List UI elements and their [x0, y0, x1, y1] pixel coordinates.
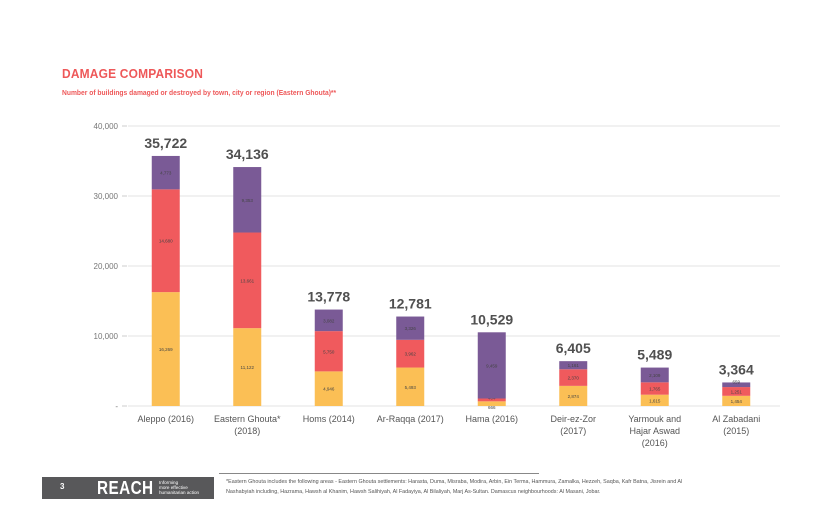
y-tick-label: 40,000	[94, 122, 119, 131]
bar-segment	[640, 367, 669, 383]
y-tick-label: 10,000	[94, 332, 119, 341]
bar-segment	[233, 167, 262, 233]
bar-segment-label: 5,750	[323, 349, 335, 354]
bar-total-label: 13,778	[307, 289, 350, 305]
bar-segment-label: 3,082	[323, 318, 335, 323]
bar-segment	[559, 385, 588, 406]
x-tick-label: (2015)	[723, 426, 749, 436]
reach-tagline: Informing more effective humanitarian ac…	[159, 480, 200, 495]
bar-total-label: 10,529	[470, 311, 513, 327]
x-tick-label: Homs (2014)	[303, 414, 355, 424]
bar-segment	[233, 232, 262, 329]
bar-segment-label: 3,326	[405, 326, 417, 331]
reach-logo: REACH	[97, 478, 154, 498]
y-tick-label: -	[115, 402, 118, 411]
x-tick-label: Hajar Aswad	[629, 426, 680, 436]
bar-segment	[640, 394, 669, 406]
bar-total-label: 12,781	[389, 296, 432, 312]
bar-segment-label: 3,962	[405, 352, 417, 357]
bar-segment-label: 666	[488, 405, 496, 410]
gridlines	[128, 125, 780, 407]
bar-segment	[722, 382, 751, 388]
y-tick-label: 30,000	[94, 192, 119, 201]
page-number: 3	[60, 482, 65, 491]
bar-segment-label: 1,251	[731, 389, 743, 394]
x-tick-label: Ar-Raqqa (2017)	[377, 414, 444, 424]
x-axis: Aleppo (2016) Eastern Ghouta* (2018) Homs (…	[137, 414, 760, 448]
footer-bar: 3 REACH Informing more effective humanit…	[42, 477, 214, 499]
bar-segment-label: 1,454	[731, 399, 743, 404]
bar-total-label: 35,722	[144, 135, 187, 151]
bar-segment	[396, 367, 425, 406]
y-tick-label: 20,000	[94, 262, 119, 271]
bar-segment	[314, 371, 343, 406]
footnote: *Eastern Ghouta includes the following a…	[226, 479, 683, 495]
bar-segment	[640, 382, 669, 395]
bar-segment	[314, 309, 343, 332]
footnote-divider	[219, 473, 539, 474]
stacked-bar-chart: - 10,000 20,000 30,000 40,000 16,269 14,680 4,…	[94, 122, 780, 448]
bar-segment	[151, 155, 180, 190]
bar-segment	[477, 401, 506, 406]
bar-segment	[477, 332, 506, 399]
x-tick-label: (2017)	[560, 426, 586, 436]
bars: 16,269 14,680 4,773 35,722 11,122 13,661 9,353…	[144, 135, 754, 410]
x-tick-label: Deir-ez-Zor	[550, 414, 596, 424]
bar-segment-label: 659	[732, 379, 740, 384]
x-tick-label: Al Zabadani	[712, 414, 760, 424]
x-tick-label: Hama (2016)	[465, 414, 518, 424]
bar-total-label: 5,489	[637, 347, 672, 363]
bar-segment-label: 2,370	[568, 376, 580, 381]
x-tick-label: (2016)	[642, 438, 668, 448]
bar-segment	[396, 316, 425, 340]
bar-segment	[722, 395, 751, 406]
bar-segment-label: 1,765	[649, 387, 661, 392]
bar-segment	[559, 369, 588, 386]
bar-segment-label: 1,161	[568, 363, 580, 368]
bar-segment	[722, 387, 751, 396]
bar-segment	[396, 339, 425, 368]
bar-segment	[151, 292, 180, 406]
bar-segment-label: 2,874	[568, 394, 580, 399]
bar-segment-label: 2,109	[649, 373, 661, 378]
bar-segment-label: 16,269	[159, 347, 173, 352]
bar-segment-label: 4,773	[160, 171, 172, 176]
bar-segment-label: 11,122	[241, 365, 255, 370]
bar-segment-label: 1,615	[649, 398, 661, 403]
x-tick-label: Yarmouk and	[628, 414, 681, 424]
bar-segment-label: 14,680	[159, 239, 173, 244]
bar-segment	[477, 398, 506, 402]
bar-segment	[559, 361, 588, 370]
y-axis: - 10,000 20,000 30,000 40,000	[94, 122, 127, 411]
bar-segment	[314, 331, 343, 372]
chart-subtitle: Number of buildings damaged or destroyed…	[62, 88, 337, 97]
x-tick-label: Eastern Ghouta*	[214, 414, 281, 424]
bar-segment-label: 4,946	[323, 387, 335, 392]
bar-total-label: 34,136	[226, 146, 269, 162]
bar-segment-label: 9,353	[242, 198, 254, 203]
bar-total-label: 3,364	[719, 361, 754, 377]
bar-segment-label: 13,661	[240, 278, 254, 283]
bar-total-label: 6,405	[556, 340, 591, 356]
x-tick-label: (2018)	[234, 426, 260, 436]
bar-segment-label: 9,459	[486, 363, 498, 368]
chart-title: DAMAGE COMPARISON	[62, 66, 204, 81]
bar-segment-label: 5,493	[405, 385, 417, 390]
bar-segment	[233, 328, 262, 406]
bar-segment	[151, 189, 180, 293]
x-tick-label: Aleppo (2016)	[137, 414, 194, 424]
